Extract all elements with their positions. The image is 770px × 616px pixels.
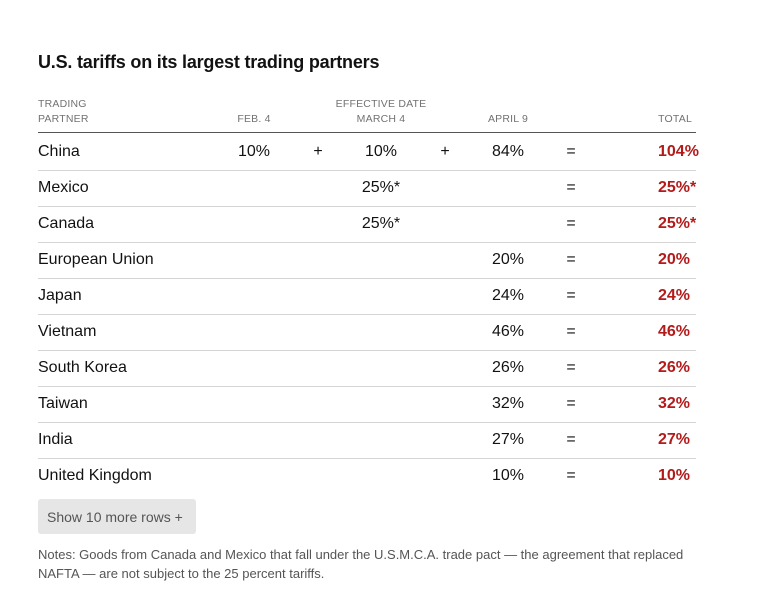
cell-total: 24% xyxy=(658,287,691,304)
cell-equals: = xyxy=(566,359,576,376)
row-divider xyxy=(38,350,696,351)
row-divider xyxy=(38,314,696,315)
cell-april9: 24% xyxy=(491,287,525,304)
cell-equals: = xyxy=(566,323,576,340)
row-divider xyxy=(38,458,696,459)
cell-partner: Canada xyxy=(38,215,95,232)
cell-april9: 10% xyxy=(491,467,525,484)
row-divider xyxy=(38,206,696,207)
header-trading-partner-line1: TRADING xyxy=(38,98,87,110)
cell-april9: 26% xyxy=(491,359,525,376)
cell-partner: Japan xyxy=(38,287,82,304)
cell-partner: South Korea xyxy=(38,359,127,376)
header-effective-date: EFFECTIVE DATE xyxy=(335,98,427,110)
row-divider xyxy=(38,422,696,423)
cell-equals: = xyxy=(566,143,576,160)
cell-equals: = xyxy=(566,215,576,232)
cell-april9: 27% xyxy=(491,431,525,448)
cell-april9: 84% xyxy=(491,143,525,160)
cell-april9: 32% xyxy=(491,395,525,412)
cell-march4: 25%* xyxy=(361,215,401,232)
header-feb4: FEB. 4 xyxy=(237,113,271,125)
show-more-rows-button[interactable]: Show 10 more rows + xyxy=(38,499,196,534)
header-total: TOTAL xyxy=(658,113,692,125)
cell-equals: = xyxy=(566,251,576,268)
cell-total: 25%* xyxy=(658,179,697,196)
cell-equals: = xyxy=(566,467,576,484)
cell-total: 26% xyxy=(658,359,691,376)
row-divider xyxy=(38,278,696,279)
cell-march4: 25%* xyxy=(361,179,401,196)
cell-feb4: 10% xyxy=(237,143,271,160)
cell-april9: 20% xyxy=(491,251,525,268)
cell-equals: = xyxy=(566,179,576,196)
notes-text: Notes: Goods from Canada and Mexico that… xyxy=(38,547,684,581)
cell-partner: India xyxy=(38,431,73,448)
cell-plus-1: + xyxy=(313,143,323,160)
row-divider xyxy=(38,170,696,171)
cell-equals: = xyxy=(566,395,576,412)
header-trading-partner: TRADING PARTNER xyxy=(38,97,89,127)
cell-march4: 10% xyxy=(364,143,398,160)
chart-title: U.S. tariffs on its largest trading part… xyxy=(38,52,380,72)
cell-total: 10% xyxy=(658,467,691,484)
cell-total: 104% xyxy=(658,143,699,160)
cell-plus-2: + xyxy=(440,143,450,160)
cell-partner: Vietnam xyxy=(38,323,97,340)
row-divider xyxy=(38,386,696,387)
cell-total: 25%* xyxy=(658,215,697,232)
cell-total: 46% xyxy=(658,323,691,340)
header-trading-partner-line2: PARTNER xyxy=(38,113,89,125)
cell-partner: European Union xyxy=(38,251,154,268)
cell-equals: = xyxy=(566,287,576,304)
cell-partner: China xyxy=(38,143,80,160)
cell-april9: 46% xyxy=(491,323,525,340)
cell-equals: = xyxy=(566,431,576,448)
cell-partner: United Kingdom xyxy=(38,467,152,484)
header-march4: MARCH 4 xyxy=(356,113,406,125)
row-divider xyxy=(38,242,696,243)
header-divider xyxy=(38,132,696,133)
cell-total: 27% xyxy=(658,431,691,448)
cell-partner: Taiwan xyxy=(38,395,88,412)
header-april9: APRIL 9 xyxy=(487,113,529,125)
cell-total: 32% xyxy=(658,395,691,412)
cell-total: 20% xyxy=(658,251,691,268)
cell-partner: Mexico xyxy=(38,179,89,196)
